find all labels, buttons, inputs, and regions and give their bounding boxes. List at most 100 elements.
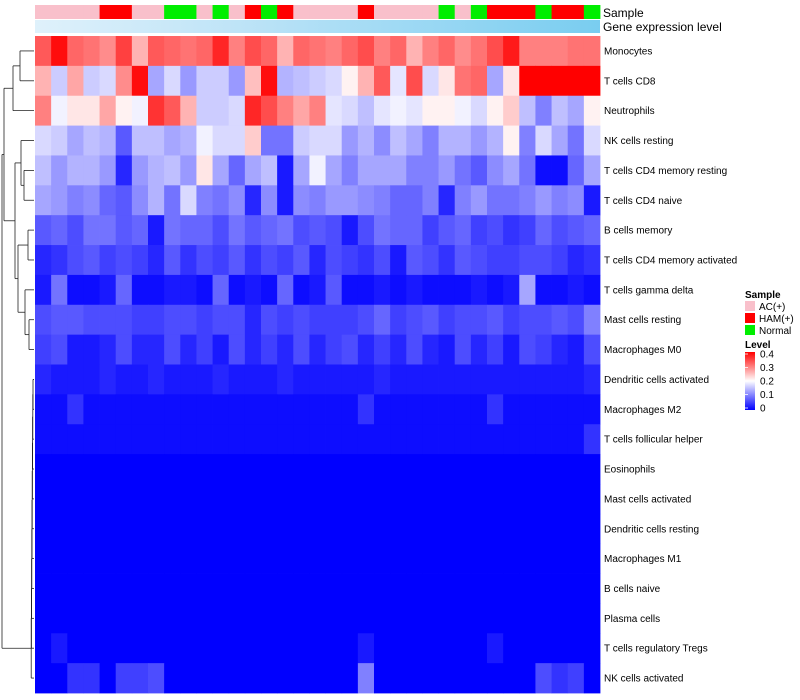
heatmap-cell xyxy=(244,513,262,545)
heatmap-cell xyxy=(148,454,165,485)
heatmap-cell xyxy=(503,364,520,395)
heatmap-cell xyxy=(83,663,100,694)
heatmap-cell xyxy=(374,304,391,336)
sample-cell xyxy=(357,5,375,19)
row-label: NK cells activated xyxy=(604,674,683,685)
heatmap-cell xyxy=(196,155,213,186)
heatmap-cell xyxy=(438,125,456,156)
heatmap-cell xyxy=(341,454,359,485)
heatmap-cell xyxy=(583,603,601,634)
heatmap-cell xyxy=(535,364,552,395)
heatmap-cell xyxy=(261,454,278,485)
heatmap-cell xyxy=(164,215,181,246)
heatmap-cell xyxy=(422,334,439,365)
gene-expression-annotation-track xyxy=(35,20,600,33)
legend-tick-label: 0 xyxy=(760,404,766,415)
heatmap-cell xyxy=(406,633,423,664)
heatmap-cell xyxy=(551,513,569,545)
heatmap-cell xyxy=(487,543,504,574)
heatmap-cell xyxy=(567,454,585,485)
heatmap-cell xyxy=(35,274,52,306)
legend-swatch-ac xyxy=(745,301,755,311)
sample-cell xyxy=(390,5,407,19)
heatmap-cell xyxy=(212,394,230,425)
heatmap-cell xyxy=(487,334,504,365)
sample-cell xyxy=(341,5,359,19)
heatmap-cell xyxy=(67,185,84,216)
heatmap-cell xyxy=(535,125,552,156)
heatmap-cell xyxy=(180,573,197,604)
heatmap-cell xyxy=(148,543,165,574)
track-label-gene-expression: Gene expression level xyxy=(603,20,722,34)
heatmap-cell xyxy=(67,95,84,126)
heatmap-cell xyxy=(277,513,294,545)
heatmap-cell xyxy=(309,663,326,694)
heatmap-cell xyxy=(131,543,149,574)
heatmap-cell xyxy=(51,424,68,455)
heatmap-cell xyxy=(374,483,391,515)
heatmap-cell xyxy=(277,663,294,694)
heatmap-cell xyxy=(67,573,84,604)
heatmap-cell xyxy=(357,663,375,694)
heatmap-cell xyxy=(244,394,262,425)
heatmap-cell xyxy=(567,65,585,97)
heatmap-cell xyxy=(164,483,181,515)
heatmap-cell xyxy=(277,633,294,664)
heatmap-cell xyxy=(357,185,375,216)
heatmap-cell xyxy=(406,573,423,604)
heatmap-cell xyxy=(228,663,246,694)
heatmap-cell xyxy=(277,334,294,365)
heatmap-cell xyxy=(196,394,213,425)
heatmap-cell xyxy=(293,513,310,545)
heatmap-cell xyxy=(131,424,149,455)
heatmap-cell xyxy=(83,633,100,664)
sample-cell xyxy=(325,5,343,19)
heatmap-cell xyxy=(438,663,456,694)
heatmap-cell xyxy=(83,304,100,336)
heatmap-cell xyxy=(164,454,181,485)
heatmap-cell xyxy=(519,95,536,126)
heatmap-cell xyxy=(551,424,569,455)
legend-swatch-normal xyxy=(745,325,755,335)
heatmap-cell xyxy=(551,274,569,306)
heatmap-cell xyxy=(309,185,326,216)
heatmap-cell xyxy=(51,245,68,276)
heatmap-cell xyxy=(551,185,569,216)
heatmap-cell xyxy=(470,364,488,395)
heatmap-cell xyxy=(164,245,181,276)
heatmap-cell xyxy=(180,65,197,97)
heatmap-cell xyxy=(99,36,117,67)
heatmap-cell xyxy=(196,36,213,67)
heatmap-cell xyxy=(277,155,294,186)
heatmap-cell xyxy=(261,155,278,186)
sample-cell xyxy=(228,5,246,19)
heatmap-cell xyxy=(212,304,230,336)
heatmap-cell xyxy=(374,633,391,664)
heatmap-cell xyxy=(325,334,343,365)
heatmap-cell xyxy=(374,36,391,67)
heatmap-cell xyxy=(293,185,310,216)
heatmap-cell xyxy=(277,65,294,97)
heatmap-cell xyxy=(357,125,375,156)
heatmap-cell xyxy=(67,334,84,365)
heatmap-cell xyxy=(357,65,375,97)
heatmap-cell xyxy=(83,125,100,156)
sample-cell xyxy=(115,5,133,19)
heatmap-cell xyxy=(454,394,472,425)
heatmap-cell xyxy=(148,185,165,216)
heatmap-cell xyxy=(406,663,423,694)
heatmap-cell xyxy=(470,454,488,485)
heatmap-cell xyxy=(131,185,149,216)
sample-cell xyxy=(35,5,52,19)
heatmap-cell xyxy=(567,245,585,276)
heatmap-cell xyxy=(196,304,213,336)
heatmap-cell xyxy=(390,483,407,515)
heatmap-cell xyxy=(535,65,552,97)
heatmap-cell xyxy=(357,304,375,336)
heatmap-cell xyxy=(357,215,375,246)
heatmap-cell xyxy=(551,215,569,246)
heatmap-cell xyxy=(357,603,375,634)
heatmap-cell xyxy=(470,155,488,186)
heatmap-cell xyxy=(567,364,585,395)
heatmap-cell xyxy=(99,483,117,515)
